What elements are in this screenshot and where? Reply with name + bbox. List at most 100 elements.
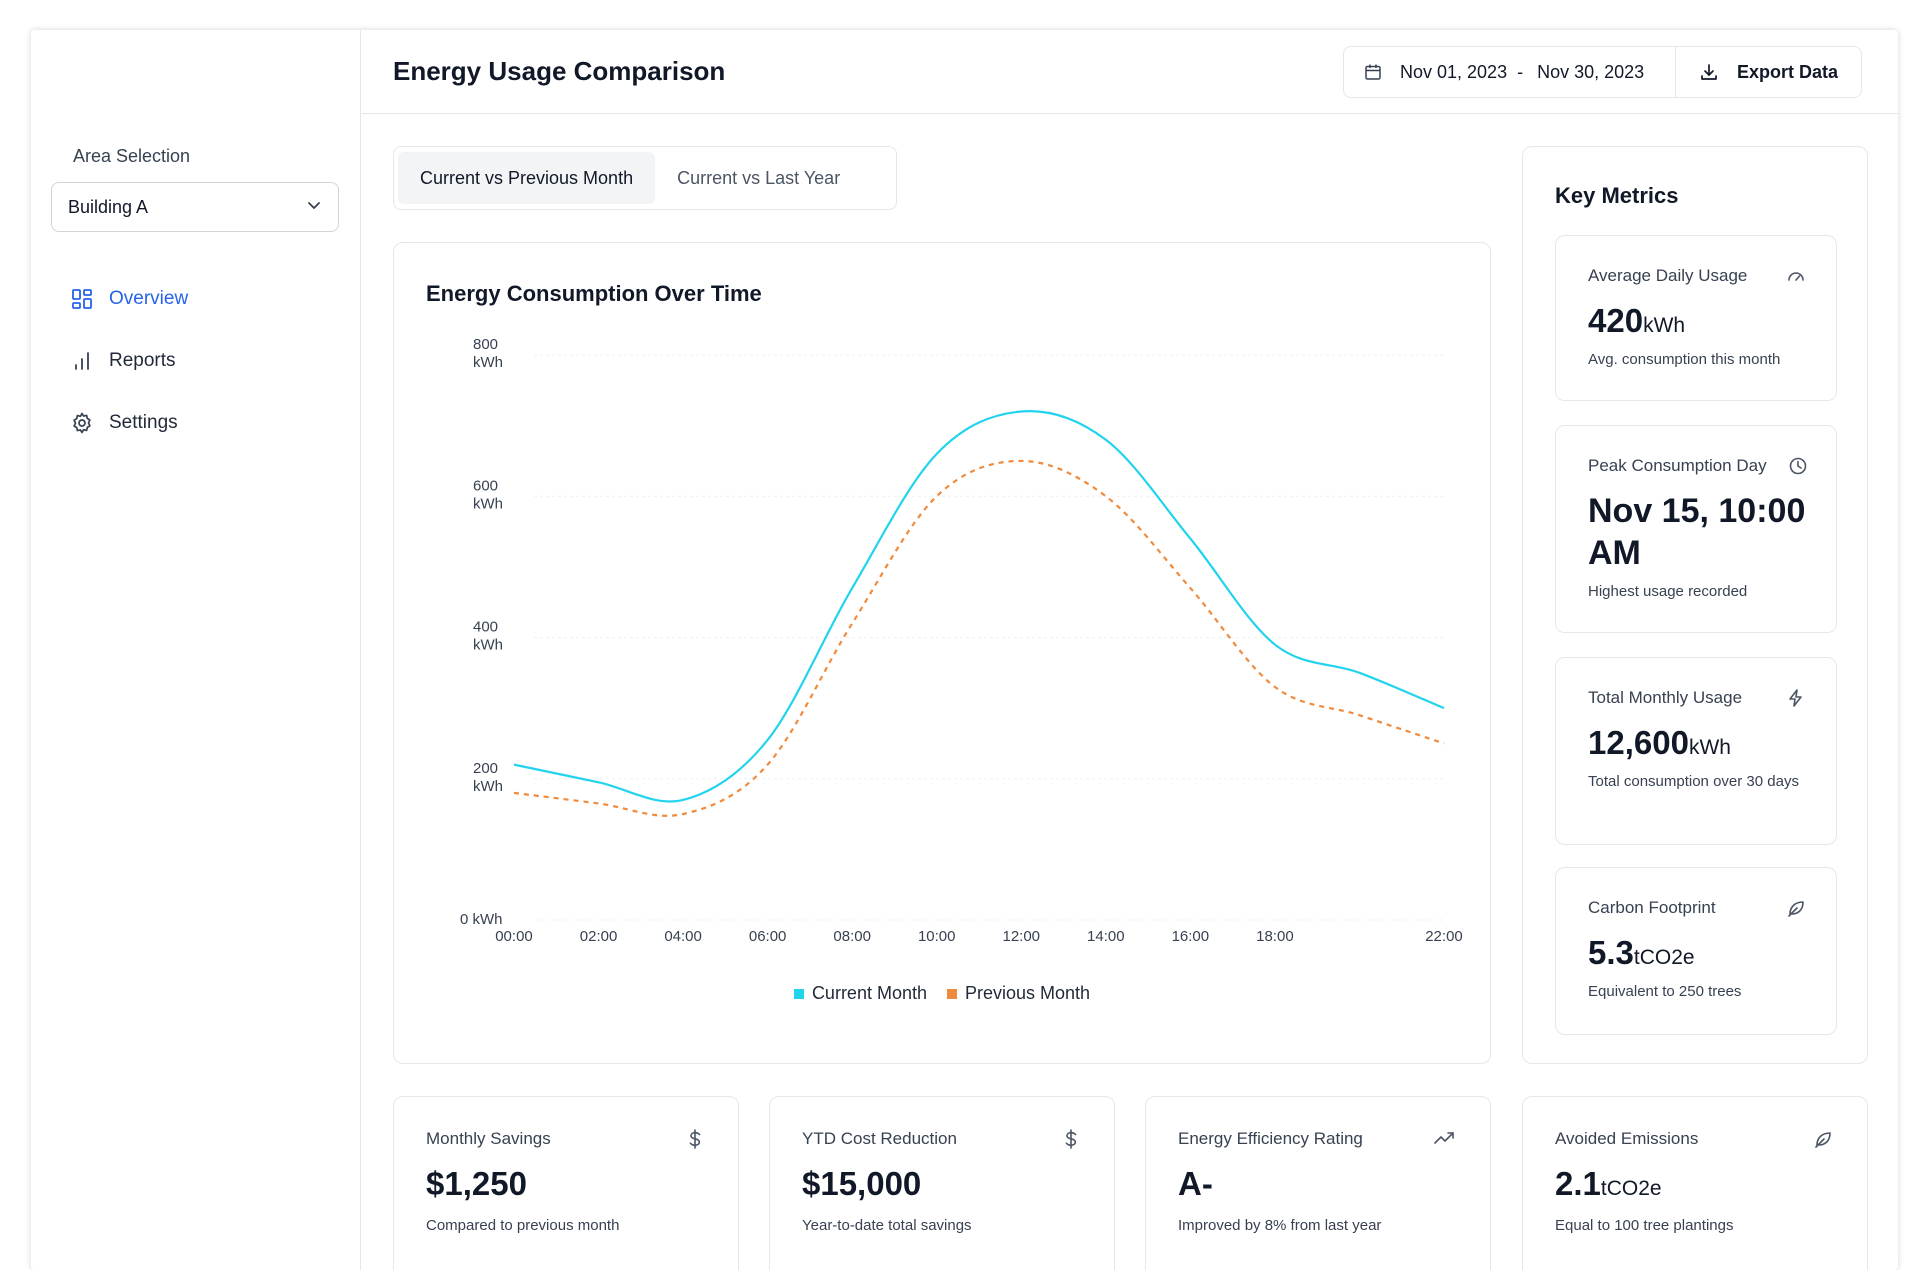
x-tick-label: 18:00 [1256,928,1294,945]
legend-label: Previous Month [965,983,1091,1003]
bar-chart-icon [69,348,95,374]
sidebar-item-label: Settings [109,412,178,433]
trend-up-icon [1434,1129,1456,1147]
grid-icon [69,286,95,312]
area-selection-label: Area Selection [73,146,191,166]
dollar-icon [1062,1129,1080,1149]
stat-label: Avoided Emissions [1555,1129,1699,1148]
stat-label: Energy Efficiency Rating [1178,1129,1363,1148]
sidebar-item-label: Overview [109,288,189,309]
metric-average-daily-usage: Average Daily Usage 420kWh Avg. consumpt… [1555,235,1837,401]
metric-label: Total Monthly Usage [1588,688,1743,707]
stat-ytd-cost-reduction: YTD Cost Reduction $15,000 Year-to-date … [769,1096,1115,1270]
stat-monthly-savings: Monthly Savings $1,250 Compared to previ… [393,1096,739,1270]
x-tick-label: 06:00 [749,928,787,945]
date-range-picker[interactable]: Nov 01, 2023 - Nov 30, 2023 Export Data [1343,46,1862,98]
leaf-icon [1813,1129,1833,1149]
metric-peak-consumption-day: Peak Consumption Day Nov 15, 10:00 AM Hi… [1555,425,1837,633]
chevron-down-icon [306,197,322,218]
metric-value: 420kWh [1588,302,1685,340]
key-metrics-title: Key Metrics [1555,183,1679,208]
sidebar-nav: Overview Reports Settings [69,268,339,454]
metric-label: Carbon Footprint [1588,898,1716,917]
stat-value: 2.1tCO2e [1555,1165,1662,1203]
metric-subtext: Avg. consumption this month [1588,351,1781,368]
tab-current-vs-previous-month[interactable]: Current vs Previous Month [398,152,656,204]
x-tick-label: 00:00 [495,928,533,945]
stat-subtext: Equal to 100 tree plantings [1555,1217,1734,1234]
date-start[interactable]: Nov 01, 2023 [1400,61,1508,82]
metric-unit: tCO2e [1633,946,1695,969]
stat-value: $15,000 [802,1165,922,1202]
sidebar-item-reports[interactable]: Reports [69,330,339,392]
sidebar: Area Selection Building A Overview Repor… [31,30,361,1270]
stat-avoided-emissions: Avoided Emissions 2.1tCO2e Equal to 100 … [1522,1096,1868,1270]
legend-label: Current Month [811,983,927,1003]
metric-label: Peak Consumption Day [1588,456,1767,475]
metric-unit: kWh [1643,314,1686,337]
legend-item-previous-month[interactable]: Previous Month [947,983,1090,1004]
y-tick-label: 200 kWh [473,760,503,795]
page-title: Energy Usage Comparison [393,56,726,86]
export-data-button[interactable]: Export Data [1675,47,1861,97]
y-tick-label: 400 kWh [473,619,503,654]
gauge-icon [1786,266,1806,286]
stat-value: $1,250 [426,1165,527,1202]
metric-value: 12,600kWh [1588,724,1731,762]
date-end[interactable]: Nov 30, 2023 [1537,61,1645,82]
chart-title: Energy Consumption Over Time [426,281,762,306]
gear-icon [69,410,95,436]
x-tick-label: 12:00 [1002,928,1040,945]
sidebar-item-label: Reports [109,350,176,371]
metric-subtext: Equivalent to 250 trees [1588,983,1742,1000]
tab-current-vs-last-year[interactable]: Current vs Last Year [677,167,841,188]
stat-label: Monthly Savings [426,1129,551,1148]
legend-swatch-previous [947,988,957,999]
metric-number: 420 [1588,302,1644,339]
stat-unit: tCO2e [1600,1177,1662,1200]
metric-carbon-footprint: Carbon Footprint 5.3tCO2e Equivalent to … [1555,867,1837,1035]
stat-subtext: Compared to previous month [426,1217,620,1234]
comparison-tabs: Current vs Previous Month Current vs Las… [393,146,897,210]
x-tick-label: 16:00 [1172,928,1210,945]
x-tick-label: 02:00 [580,928,618,945]
metric-unit: kWh [1688,736,1731,759]
legend-swatch-current [793,988,804,999]
dollar-icon [686,1129,704,1149]
y-tick-label: 600 kWh [473,477,503,512]
key-metrics-card: Key Metrics Average Daily Usage 420kWh A… [1522,146,1868,1064]
sidebar-item-settings[interactable]: Settings [69,392,339,454]
download-icon [1699,62,1719,82]
x-tick-label: 08:00 [833,928,871,945]
legend-item-current-month[interactable]: Current Month [793,983,927,1004]
stat-number: 2.1 [1555,1165,1601,1202]
export-data-label: Export Data [1736,61,1839,82]
stat-subtext: Improved by 8% from last year [1178,1217,1382,1234]
metric-number: 12,600 [1588,724,1689,761]
area-select-value: Building A [68,196,149,217]
date-separator: - [1517,61,1524,82]
metric-subtext: Highest usage recorded [1588,583,1748,600]
stat-label: YTD Cost Reduction [802,1129,957,1148]
x-tick-label: 14:00 [1087,928,1125,945]
metric-number: 5.3 [1588,934,1634,971]
series-line-current-month [513,410,1445,803]
stat-energy-efficiency-rating: Energy Efficiency Rating A- Improved by … [1145,1096,1491,1270]
stat-value: A- [1178,1165,1213,1202]
calendar-icon [1364,63,1382,81]
x-tick-label: 22:00 [1425,928,1463,945]
metric-value: 5.3tCO2e [1588,934,1695,972]
metric-subtext: Total consumption over 30 days [1588,773,1799,790]
area-select[interactable]: Building A [51,182,339,232]
series-line-previous-month [513,459,1445,817]
app-window: Area Selection Building A Overview Repor… [31,30,1898,1270]
energy-chart-card: Energy Consumption Over Time 0 kWh 200 kWh… [393,242,1491,1064]
lightning-icon [1786,688,1806,708]
y-tick-label: 0 kWh [460,911,503,928]
stat-subtext: Year-to-date total savings [802,1217,972,1234]
top-header: Energy Usage Comparison Nov 01, 2023 - N… [362,30,1898,114]
metric-value: Nov 15, 10:00 AM [1588,492,1806,572]
metric-label: Average Daily Usage [1588,266,1748,285]
sidebar-item-overview[interactable]: Overview [69,268,339,330]
chart-legend: Current Month Previous Month [394,983,1490,1004]
